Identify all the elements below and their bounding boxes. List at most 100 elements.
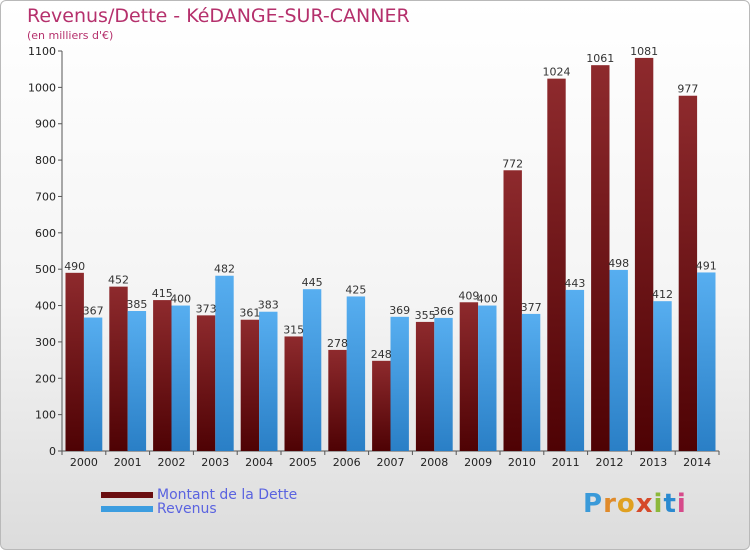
y-tick-label: 1100 bbox=[28, 45, 56, 58]
value-label-dette: 977 bbox=[677, 83, 698, 96]
value-label-dette: 278 bbox=[327, 337, 348, 350]
value-label-revenus: 443 bbox=[564, 277, 585, 290]
logo-letter: i bbox=[676, 489, 687, 519]
bar-revenus bbox=[478, 305, 497, 451]
bar-revenus bbox=[127, 311, 147, 451]
value-label-dette: 355 bbox=[415, 309, 436, 322]
bar-revenus bbox=[83, 317, 103, 451]
x-tick-label: 2005 bbox=[289, 456, 317, 469]
y-tick-label: 200 bbox=[35, 372, 56, 385]
x-tick-label: 2013 bbox=[639, 456, 667, 469]
logo-letter: x bbox=[635, 489, 654, 519]
y-tick-label: 0 bbox=[49, 445, 56, 458]
x-tick-label: 2014 bbox=[683, 456, 711, 469]
x-tick-label: 2009 bbox=[464, 456, 492, 469]
bar-revenus bbox=[302, 289, 322, 451]
value-label-dette: 248 bbox=[371, 348, 392, 361]
value-label-revenus: 383 bbox=[258, 299, 279, 312]
y-tick-label: 1000 bbox=[28, 81, 56, 94]
value-label-revenus: 412 bbox=[652, 288, 673, 301]
x-tick-label: 2007 bbox=[377, 456, 405, 469]
value-label-dette: 373 bbox=[196, 302, 217, 315]
x-tick-label: 2002 bbox=[158, 456, 186, 469]
bar-dette bbox=[240, 319, 260, 451]
value-label-dette: 772 bbox=[502, 157, 523, 170]
value-label-dette: 409 bbox=[458, 289, 479, 302]
bar-revenus bbox=[565, 289, 585, 451]
bar-dette bbox=[678, 95, 698, 452]
bar-revenus bbox=[609, 269, 628, 451]
bar-dette bbox=[328, 349, 347, 451]
bar-dette bbox=[109, 286, 128, 451]
value-label-revenus: 400 bbox=[477, 293, 498, 306]
chart-subtitle: (en milliers d'€) bbox=[27, 29, 114, 42]
value-label-revenus: 377 bbox=[521, 301, 542, 314]
value-label-dette: 452 bbox=[108, 274, 129, 287]
bar-revenus bbox=[346, 296, 366, 451]
value-label-revenus: 445 bbox=[302, 276, 323, 289]
y-tick-label: 600 bbox=[35, 227, 56, 240]
y-tick-label: 800 bbox=[35, 154, 56, 167]
value-label-revenus: 425 bbox=[345, 283, 366, 296]
legend-swatch-revenus bbox=[101, 506, 153, 512]
value-label-dette: 1024 bbox=[543, 66, 571, 79]
logo-letter: t bbox=[663, 489, 677, 519]
bar-dette bbox=[196, 315, 216, 451]
logo-letter: i bbox=[653, 489, 664, 519]
bar-revenus bbox=[215, 275, 234, 451]
value-label-revenus: 498 bbox=[608, 257, 629, 270]
legend-label-dette: Montant de la Dette bbox=[157, 487, 298, 503]
proxiti-logo: Proxiti bbox=[583, 489, 687, 519]
x-tick-label: 2004 bbox=[245, 456, 273, 469]
bar-dette bbox=[284, 336, 303, 451]
value-label-revenus: 400 bbox=[170, 293, 191, 306]
bar-dette bbox=[65, 272, 84, 451]
x-tick-label: 2008 bbox=[420, 456, 448, 469]
value-label-revenus: 491 bbox=[696, 259, 717, 272]
value-label-dette: 1081 bbox=[630, 45, 658, 58]
value-label-revenus: 482 bbox=[214, 263, 235, 276]
bar-revenus bbox=[259, 311, 278, 451]
value-label-revenus: 366 bbox=[433, 305, 454, 318]
value-label-revenus: 367 bbox=[83, 305, 104, 318]
bar-dette bbox=[153, 300, 172, 451]
bar-revenus bbox=[390, 316, 409, 451]
bar-revenus bbox=[653, 301, 672, 451]
value-label-dette: 490 bbox=[64, 260, 85, 273]
chart-title: Revenus/Dette - KéDANGE-SUR-CANNER bbox=[27, 5, 410, 27]
x-tick-label: 2003 bbox=[201, 456, 229, 469]
y-tick-label: 700 bbox=[35, 190, 56, 203]
x-tick-label: 2011 bbox=[552, 456, 580, 469]
bar-dette bbox=[372, 360, 391, 451]
logo-letter: o bbox=[616, 489, 636, 519]
bar-dette bbox=[591, 65, 610, 451]
y-tick-label: 500 bbox=[35, 263, 56, 276]
x-tick-label: 2001 bbox=[114, 456, 142, 469]
bar-dette bbox=[503, 170, 522, 452]
value-label-dette: 315 bbox=[283, 323, 304, 336]
bar-revenus bbox=[434, 317, 453, 451]
y-tick-label: 100 bbox=[35, 409, 56, 422]
legend-swatch-dette bbox=[101, 492, 153, 498]
bar-dette bbox=[415, 321, 435, 451]
bar-dette bbox=[547, 78, 566, 452]
y-tick-label: 300 bbox=[35, 336, 56, 349]
logo-letter: r bbox=[603, 489, 617, 519]
bar-dette bbox=[634, 57, 654, 452]
x-tick-label: 2000 bbox=[70, 456, 98, 469]
value-label-dette: 1061 bbox=[586, 52, 614, 65]
value-label-revenus: 385 bbox=[126, 298, 147, 311]
x-tick-label: 2006 bbox=[333, 456, 361, 469]
value-label-revenus: 369 bbox=[389, 304, 410, 317]
y-tick-label: 900 bbox=[35, 118, 56, 131]
bar-dette bbox=[459, 302, 479, 451]
bar-revenus bbox=[697, 272, 716, 451]
bar-revenus bbox=[521, 313, 541, 451]
legend-label-revenus: Revenus bbox=[157, 501, 217, 517]
x-tick-label: 2010 bbox=[508, 456, 536, 469]
bar-revenus bbox=[171, 305, 190, 451]
value-label-dette: 361 bbox=[239, 307, 260, 320]
y-tick-label: 400 bbox=[35, 300, 56, 313]
